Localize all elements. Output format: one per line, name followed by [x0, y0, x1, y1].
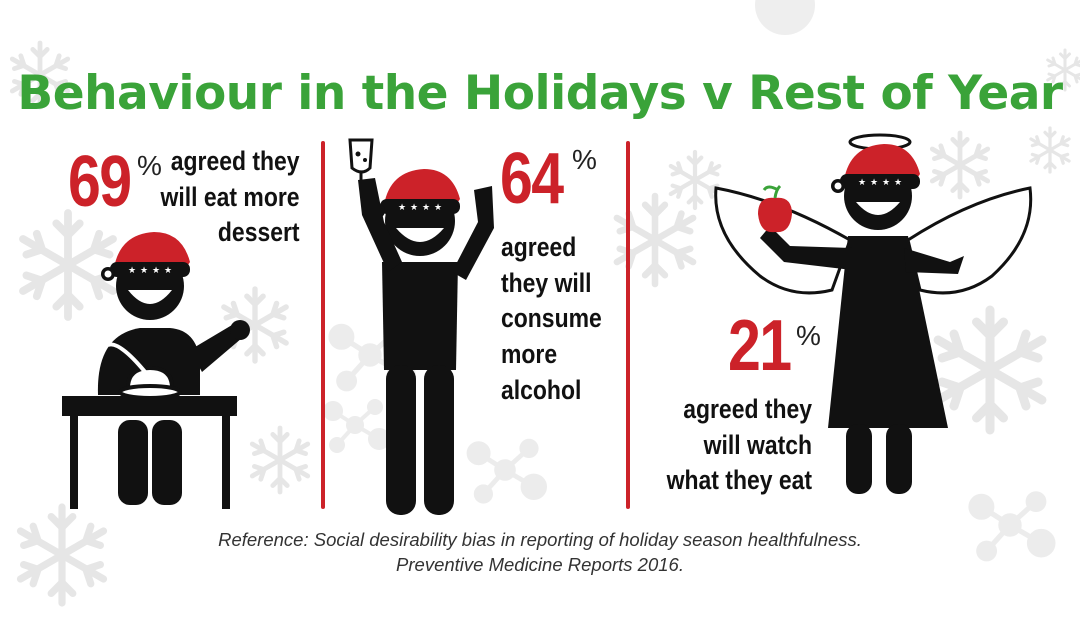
stat-value: 21: [728, 306, 792, 386]
wine-glass-icon: [348, 138, 374, 185]
dessert-eater-figure: [62, 232, 250, 509]
stat-text: agreed they will watch what they eat: [666, 394, 812, 496]
stat-unit: %: [137, 150, 162, 181]
page-title: Behaviour in the Holidays v Rest of Year: [17, 66, 1063, 121]
reference-citation: Reference: Social desirability bias in r…: [0, 528, 1080, 578]
apple-icon: [758, 184, 792, 233]
santa-hat-icon: [371, 169, 460, 218]
reference-line-2: Preventive Medicine Reports 2016.: [396, 553, 684, 575]
santa-hat-icon: [831, 144, 920, 193]
stat-value: 64: [500, 139, 564, 219]
stat-unit: %: [572, 144, 597, 175]
column-divider: [321, 141, 325, 509]
stat-value: 69: [68, 142, 132, 222]
stat-text: agreed they will consume more alcohol: [501, 232, 602, 405]
santa-hat-icon: [101, 232, 190, 281]
reference-line-1: Reference: Social desirability bias in r…: [218, 529, 862, 550]
stat-unit: %: [796, 320, 821, 351]
stat-text: agreed they will eat more dessert: [160, 146, 300, 248]
celebrating-figure: [348, 138, 494, 515]
column-divider: [626, 141, 630, 509]
angel-figure: [714, 133, 1033, 494]
